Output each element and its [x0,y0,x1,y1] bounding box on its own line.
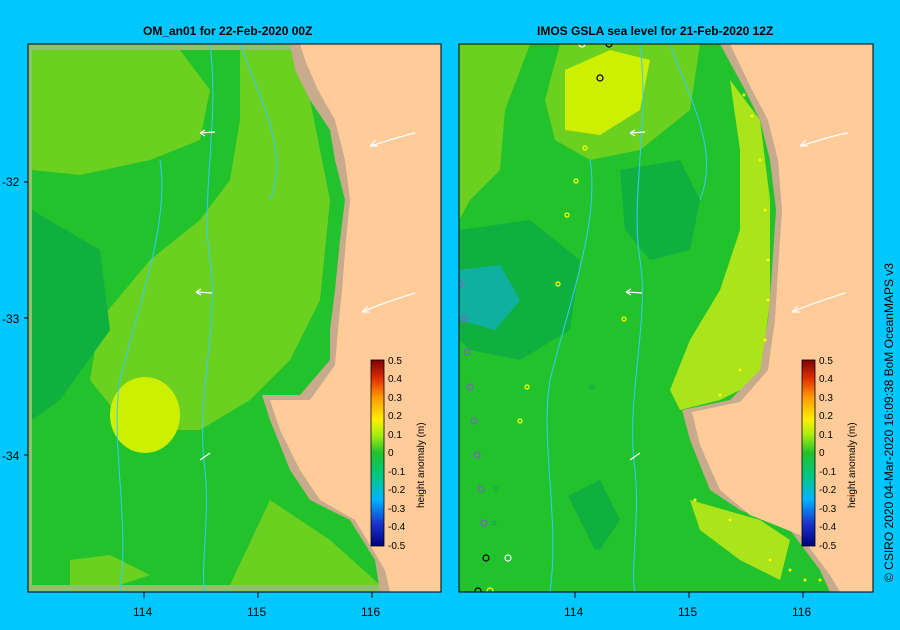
right-isobath-2 [546,159,593,592]
lat-tick-label: -34 [2,449,20,463]
left-cb-tick: -0.2 [388,485,406,496]
right-colorbar-label: height anomaly (m) [847,422,858,508]
right-contour-east-coast [670,80,770,410]
left-colorbar-bar [370,359,385,547]
left-cb-tick: 0.5 [388,356,402,367]
right-cb-tick: 0.4 [819,374,833,385]
right-cb-tick: 0.2 [819,411,833,422]
right-cb-tick: 0.5 [819,356,833,367]
left-panel-title: OM_an01 for 22-Feb-2020 00Z [143,24,313,38]
right-isobath-1 [632,44,644,592]
lon-tick-label: 116 [361,605,380,619]
right-contour-se [690,500,790,580]
lon-tick-label: 114 [133,605,152,619]
longitude-axis-left: 114 115 116 [133,592,380,619]
right-colorbar-bar [801,359,816,547]
right-land [692,44,873,592]
right-contour-west-teal [459,265,520,330]
left-colorbar: 0.5 0.4 0.3 0.2 0.1 0 -0.1 -0.2 -0.3 -0.… [370,356,427,552]
left-colorbar-label: height anomaly (m) [416,422,427,508]
lon-tick-label: 115 [247,605,266,619]
longitude-axis-right: 114 115 116 [564,592,811,619]
lon-tick-label: 115 [678,605,697,619]
right-yellow-dots [693,93,822,582]
left-cb-tick: 0 [388,448,394,459]
lat-tick-label: -33 [2,312,20,326]
right-contour-yellow-north [565,50,650,135]
left-land [270,44,441,592]
right-cb-tick: -0.1 [819,467,837,478]
right-map [459,44,873,592]
left-cb-tick: 0.2 [388,411,402,422]
left-cb-tick: -0.1 [388,467,406,478]
left-map [28,44,441,592]
left-cb-tick: 0.1 [388,430,402,441]
right-cb-tick: -0.5 [819,541,837,552]
left-cb-tick: -0.4 [388,522,406,533]
lon-tick-label: 116 [792,605,811,619]
left-isobath-3 [239,44,278,201]
right-contour-nw [459,44,530,220]
left-isobath-2 [116,159,163,592]
left-cb-tick: 0.3 [388,393,402,404]
right-contour-center-dark [620,160,700,260]
latitude-axis: -32 -33 -34 [2,175,28,463]
right-isobath-3 [669,44,708,201]
left-cb-tick: -0.5 [388,541,406,552]
left-isobath-1 [202,44,214,592]
credit-text: © CSIRO 2020 04-Mar-2020 16:09:38 BoM Oc… [882,263,896,582]
right-colorbar: 0.5 0.4 0.3 0.2 0.1 0 -0.1 -0.2 -0.3 -0.… [801,356,858,552]
lon-tick-label: 114 [564,605,583,619]
left-contour-se [230,500,380,585]
left-contour-west-dark [32,210,110,420]
right-cb-tick: 0 [819,448,825,459]
left-contour-sw [70,555,150,585]
right-cb-tick: 0.3 [819,393,833,404]
right-cb-tick: -0.2 [819,485,837,496]
lat-tick-label: -32 [2,175,20,189]
right-current-arrows [625,129,849,461]
right-cb-tick: -0.4 [819,522,837,533]
left-contour-yellow [110,377,180,453]
left-contour-nw [32,50,210,175]
left-cb-tick: -0.3 [388,504,406,515]
left-cb-tick: 0.4 [388,374,402,385]
right-panel-title: IMOS GSLA sea level for 21-Feb-2020 12Z [537,24,774,38]
right-map-border [458,43,874,593]
left-current-arrows [195,129,416,461]
left-contour-center [90,50,330,430]
right-cb-tick: 0.1 [819,430,833,441]
right-cb-tick: -0.3 [819,504,837,515]
right-observation-markers [459,44,627,592]
